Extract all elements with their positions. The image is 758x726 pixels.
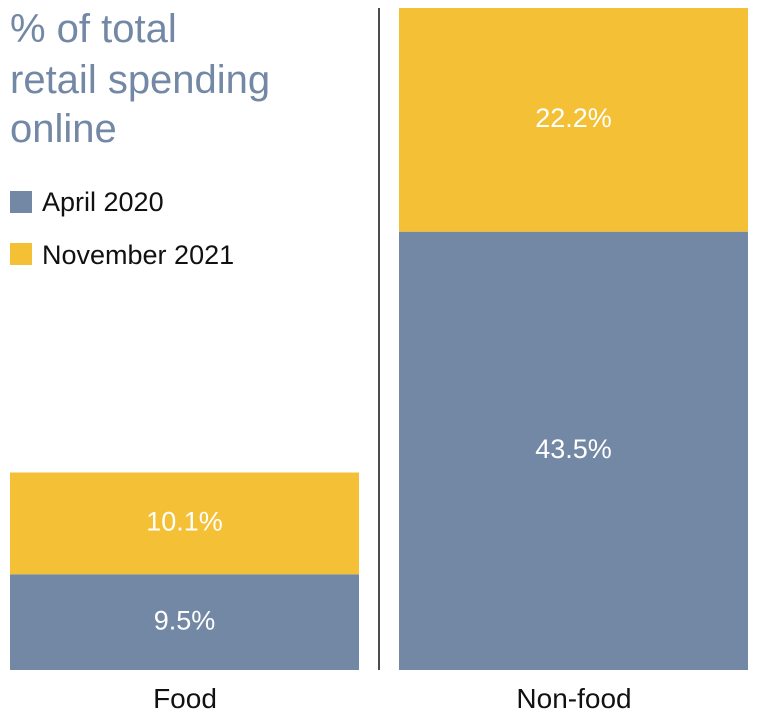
data-label-non-food-april-2020: 43.5% [535, 434, 612, 464]
chart-title: % of total retail spending online [10, 7, 270, 151]
bar-non-food-april-2020 [399, 231, 748, 670]
legend-swatch-november-2021 [10, 243, 32, 265]
data-label-food-april-2020: 9.5% [154, 605, 216, 635]
legend-swatch-april-2020 [10, 191, 32, 213]
bar-food-november-2021 [10, 472, 359, 575]
data-label-non-food-november-2021: 22.2% [535, 103, 612, 133]
legend-label-april-2020: April 2020 [42, 187, 164, 217]
chart-title-line-2: retail spending [10, 58, 270, 102]
bar-food-april-2020 [10, 574, 359, 670]
category-label-non-food: Non-food [516, 683, 631, 714]
category-label-food: Food [153, 683, 217, 714]
chart-title-line-1: % of total [10, 7, 177, 51]
chart-title-line-3: online [10, 107, 117, 151]
bar-non-food-november-2021 [399, 8, 748, 232]
bar-labels: 9.5% 10.1% 43.5% 22.2% [146, 103, 612, 635]
bars [10, 8, 748, 670]
data-label-food-november-2021: 10.1% [146, 507, 223, 537]
legend: April 2020 November 2021 [10, 187, 234, 270]
category-axis: Food Non-food [153, 683, 632, 714]
legend-label-november-2021: November 2021 [42, 240, 234, 270]
